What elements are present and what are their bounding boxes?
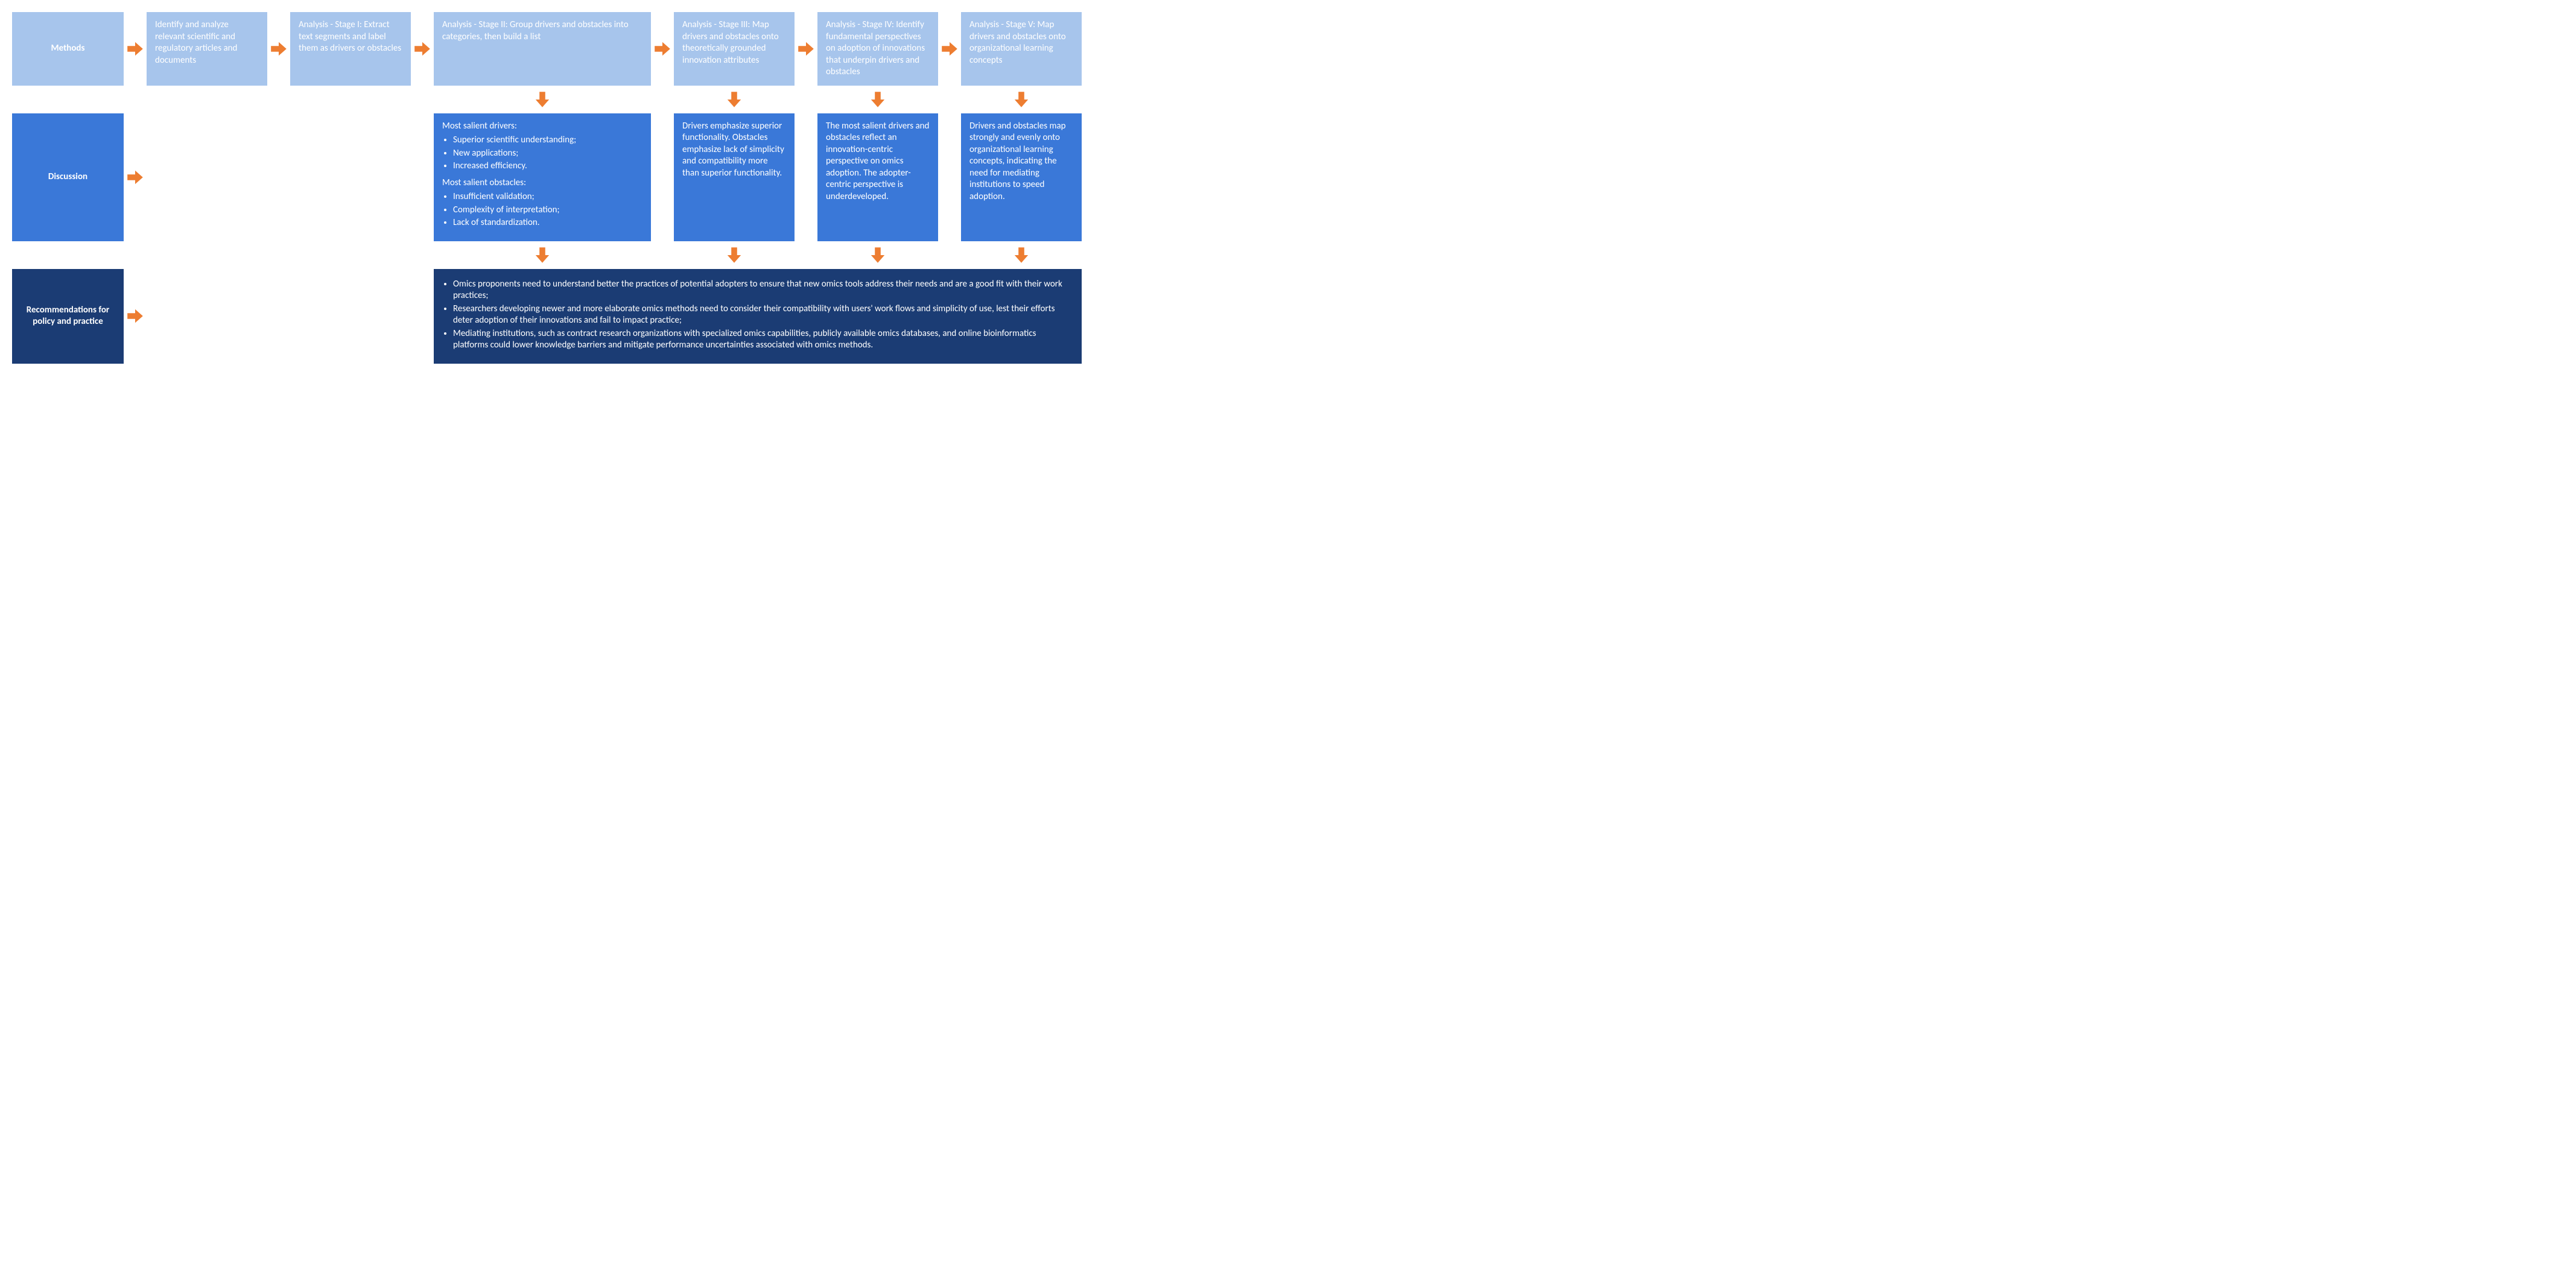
arrow-down-icon bbox=[434, 86, 651, 113]
discussion-box-stage5: Drivers and obstacles map strongly and e… bbox=[961, 113, 1082, 241]
list-item: Researchers developing newer and more el… bbox=[453, 303, 1073, 327]
methods-box-2: Analysis - Stage II: Group drivers and o… bbox=[434, 12, 651, 86]
list-item: Increased efficiency. bbox=[453, 160, 642, 172]
recommendations-label: Recommendations for policy and practice bbox=[12, 269, 124, 364]
drivers-heading: Most salient drivers: bbox=[442, 121, 642, 133]
arrow-down-icon bbox=[961, 86, 1082, 113]
arrow-right-icon bbox=[651, 12, 674, 86]
arrow-down-icon bbox=[817, 86, 938, 113]
discussion-salient-box: Most salient drivers: Superior scientifi… bbox=[434, 113, 651, 241]
methods-box-5: Analysis - Stage V: Map drivers and obst… bbox=[961, 12, 1082, 86]
methods-box-3: Analysis - Stage III: Map drivers and ob… bbox=[674, 12, 795, 86]
list-item: Complexity of interpretation; bbox=[453, 204, 642, 217]
list-item: New applications; bbox=[453, 148, 642, 160]
arrow-right-icon bbox=[124, 113, 147, 241]
arrow-down-icon bbox=[674, 241, 795, 269]
methods-label: Methods bbox=[12, 12, 124, 86]
recommendations-list: Omics proponents need to understand bett… bbox=[442, 279, 1073, 352]
obstacles-list: Insufficient validation; Complexity of i… bbox=[442, 191, 642, 229]
list-item: Superior scientific understanding; bbox=[453, 134, 642, 147]
arrow-right-icon bbox=[124, 269, 147, 364]
arrow-down-icon bbox=[434, 241, 651, 269]
list-item: Insufficient validation; bbox=[453, 191, 642, 203]
list-item: Omics proponents need to understand bett… bbox=[453, 279, 1073, 302]
arrow-right-icon bbox=[267, 12, 290, 86]
discussion-box-stage3: Drivers emphasize superior functionality… bbox=[674, 113, 795, 241]
obstacles-heading: Most salient obstacles: bbox=[442, 177, 642, 189]
flowchart: Methods Identify and analyze relevant sc… bbox=[12, 12, 2564, 364]
discussion-box-stage4: The most salient drivers and obstacles r… bbox=[817, 113, 938, 241]
arrow-down-icon bbox=[817, 241, 938, 269]
arrow-right-icon bbox=[124, 12, 147, 86]
drivers-list: Superior scientific understanding; New a… bbox=[442, 134, 642, 172]
arrow-right-icon bbox=[938, 12, 961, 86]
arrow-down-icon bbox=[961, 241, 1082, 269]
arrow-down-icon bbox=[674, 86, 795, 113]
recommendations-box: Omics proponents need to understand bett… bbox=[434, 269, 1082, 364]
arrow-right-icon bbox=[795, 12, 817, 86]
list-item: Mediating institutions, such as contract… bbox=[453, 328, 1073, 352]
methods-box-4: Analysis - Stage IV: Identify fundamenta… bbox=[817, 12, 938, 86]
methods-box-1: Analysis - Stage I: Extract text segment… bbox=[290, 12, 411, 86]
list-item: Lack of standardization. bbox=[453, 217, 642, 229]
arrow-right-icon bbox=[411, 12, 434, 86]
discussion-label: Discussion bbox=[12, 113, 124, 241]
methods-box-0: Identify and analyze relevant scientific… bbox=[147, 12, 267, 86]
